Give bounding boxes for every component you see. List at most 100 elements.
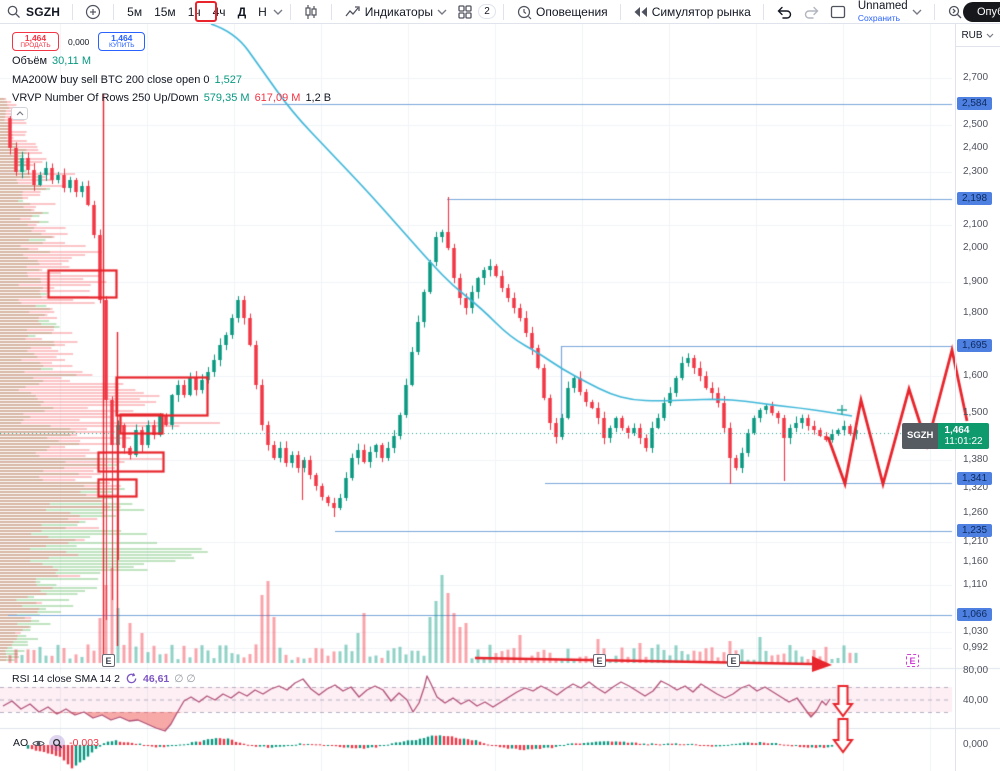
search-icon[interactable] [6, 4, 21, 19]
sell-label: ПРОДАТЬ [20, 42, 51, 49]
toolbar-divider [619, 3, 621, 20]
redo-icon[interactable] [798, 5, 825, 19]
market-simulator-button[interactable]: Симулятор рынка [628, 5, 756, 19]
axis-level-label: 2,584 [957, 97, 993, 110]
axis-level-label: 2,198 [957, 192, 993, 205]
symbol-search-button[interactable]: SGZH [26, 4, 61, 19]
axis-label: 1,900 [963, 276, 989, 287]
toolbar-divider [72, 3, 74, 20]
price-axis[interactable]: 2,700 2,500 2,400 2,300 2,100 2,000 1,900 1,800… [955, 0, 1000, 771]
earnings-marker[interactable]: E [727, 654, 740, 667]
axis-label: 1,210 [963, 536, 989, 547]
axis-label: 2,100 [963, 219, 989, 230]
compare-add-icon[interactable] [80, 4, 106, 20]
rsi-extra-values: ∅ ∅ [174, 672, 196, 685]
magnifier-icon[interactable] [49, 735, 66, 751]
spread-value: 0,000 [68, 36, 90, 47]
axis-label: 1,320 [963, 482, 989, 493]
indicators-chevron-icon [437, 9, 447, 15]
axis-label: 1,380 [963, 454, 989, 465]
timeframe-4h[interactable]: 4ч [212, 4, 226, 19]
layout-chevron-icon [912, 9, 922, 15]
ma-value: 1,527 [214, 74, 243, 86]
vrvp-total-value: 1,2 В [305, 92, 332, 104]
legend-volume-row[interactable]: Объём 30,11 М [12, 55, 91, 67]
toolbar-divider [503, 3, 505, 20]
trade-widget: 1,464 ПРОДАТЬ 0,000 1,464 КУПИТЬ [12, 32, 146, 51]
toolbar-divider [330, 3, 332, 20]
volume-label: Объём [12, 55, 48, 67]
timeframe-5m[interactable]: 5м [127, 4, 143, 19]
eye-icon[interactable] [32, 739, 45, 748]
rsi-indicator-row[interactable]: RSI 14 close SMA 14 2 46,61 ∅ ∅ [12, 672, 195, 685]
chart-style-candles-icon[interactable] [298, 4, 324, 20]
quick-search-icon[interactable] [942, 4, 968, 20]
axis-label: 1,260 [963, 507, 989, 518]
timeframe-15m[interactable]: 15м [154, 4, 176, 19]
earnings-marker[interactable]: E [593, 654, 606, 667]
rewind-icon [633, 6, 648, 18]
indicators-button[interactable]: Индикаторы [339, 4, 452, 19]
buy-price: 1,464 [111, 32, 133, 43]
top-toolbar: SGZH 5м 15м 1ч 4ч Д Н Инди [0, 0, 1000, 24]
axis-label: 0,992 [963, 642, 989, 653]
axis-label: 1,110 [963, 579, 988, 590]
bar-countdown: 11:01:22 [944, 436, 983, 447]
save-label[interactable]: Сохранить [857, 12, 901, 23]
ao-value: -0,003 [69, 737, 99, 749]
axis-level-label: 1,695 [957, 339, 993, 352]
alerts-label: Оповещения [536, 4, 608, 19]
toolbar-divider [289, 3, 291, 20]
axis-label: 40,00 [963, 695, 989, 706]
ao-indicator-row[interactable]: AO -0,003 [13, 735, 99, 751]
currency-button[interactable]: RUB [956, 26, 999, 44]
buy-label: КУПИТЬ [108, 42, 135, 49]
timeframe-1h[interactable]: 1ч [187, 4, 201, 19]
toolbar-divider [762, 3, 764, 20]
currency-chevron-icon [986, 33, 993, 38]
price-axis-border [955, 24, 956, 771]
axis-label: 2,000 [963, 242, 989, 253]
rsi-refresh-icon[interactable] [125, 672, 138, 685]
alerts-button[interactable]: Оповещения [511, 4, 613, 20]
simulator-label: Симулятор рынка [651, 4, 751, 19]
timeframe-dropdown-chevron-icon[interactable] [273, 9, 283, 15]
axis-level-label: 1,341 [957, 472, 993, 485]
layout-grid-icon[interactable] [452, 4, 478, 20]
publish-button[interactable]: Опубликовать [963, 2, 1000, 22]
layout-count-badge[interactable]: 2 [478, 4, 497, 19]
axis-header-divider [955, 46, 1000, 47]
timeframe-daily[interactable]: Д [237, 4, 247, 19]
earnings-marker[interactable]: E [102, 654, 115, 667]
layout-preview-icon[interactable] [825, 5, 851, 19]
axis-label: 1,600 [963, 370, 989, 381]
collapse-legend-button[interactable] [11, 107, 28, 120]
indicators-icon [344, 4, 361, 19]
axis-label: 1,160 [963, 556, 989, 567]
axis-level-label: 1,235 [957, 524, 993, 537]
rsi-value: 46,61 [142, 672, 170, 685]
layout-name-label: Unnamed [857, 0, 908, 12]
legend-vrvp-row[interactable]: VRVP Number Of Rows 250 Up/Down 579,35 М… [12, 92, 331, 104]
volume-value: 30,11 М [52, 55, 91, 67]
vrvp-up-value: 579,35 М [203, 92, 250, 104]
vrvp-label: VRVP Number Of Rows 250 Up/Down [12, 92, 199, 104]
last-price-symbol: SGZH [902, 423, 939, 449]
legend-ma-row[interactable]: MA200W buy sell BTC 200 close open 0 1,5… [12, 74, 242, 86]
buy-button[interactable]: 1,464 КУПИТЬ [98, 32, 146, 51]
timeframe-weekly[interactable]: Н [258, 4, 267, 19]
axis-label: 0,000 [963, 739, 989, 750]
indicators-label: Индикаторы [364, 4, 434, 19]
layout-name-button[interactable]: Unnamed Сохранить [853, 0, 927, 23]
toolbar-divider [113, 3, 115, 20]
sell-button[interactable]: 1,464 ПРОДАТЬ [12, 32, 59, 51]
axis-label: 2,500 [963, 119, 989, 130]
axis-label: 2,700 [963, 72, 989, 83]
axis-label: 1,800 [963, 307, 989, 318]
undo-icon[interactable] [771, 5, 798, 19]
earnings-marker[interactable]: E [906, 654, 919, 667]
currency-label: RUB [961, 29, 983, 41]
last-price-label: SGZH 1,464 11:01:22 [902, 423, 989, 449]
